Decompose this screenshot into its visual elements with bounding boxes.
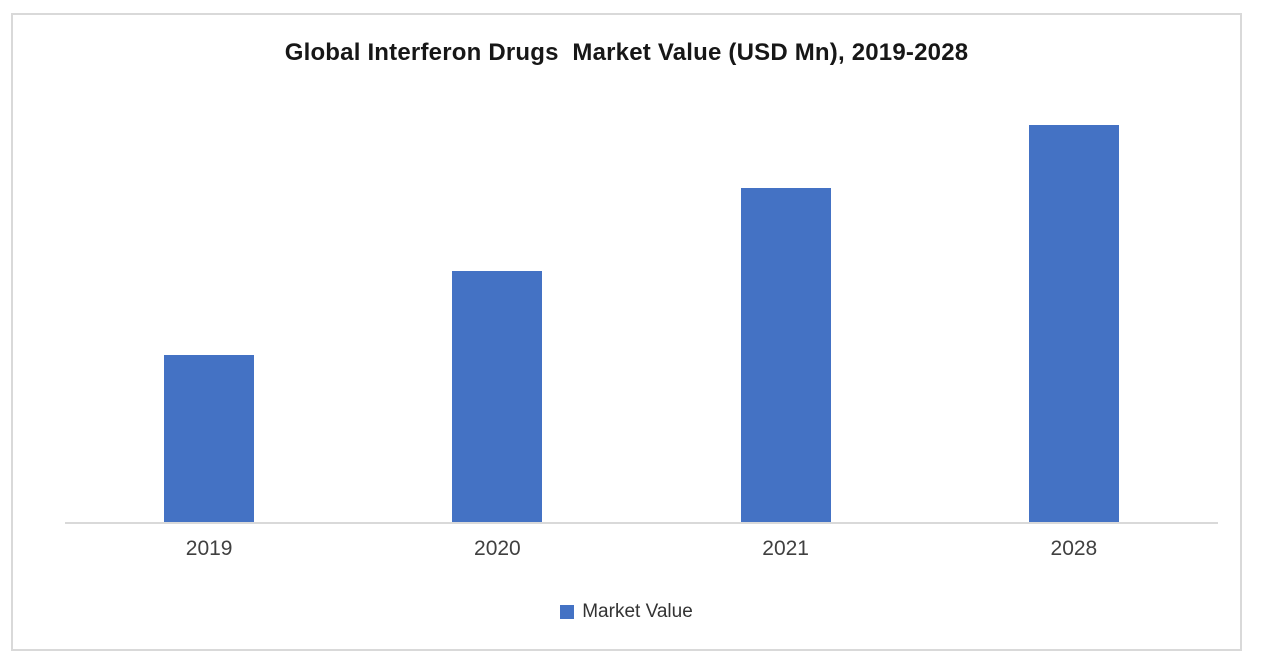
x-axis-labels: 2019 2020 2021 2028 (65, 537, 1218, 561)
legend-label: Market Value (582, 601, 693, 622)
x-tick-label-2028: 2028 (1050, 537, 1098, 560)
x-tick-label-2019: 2019 (185, 537, 233, 560)
chart-title: Global Interferon Drugs Market Value (US… (284, 39, 969, 66)
plot-area (65, 82, 1218, 524)
legend-marker-icon (560, 605, 575, 619)
x-tick-label-2021: 2021 (762, 537, 809, 560)
bar-slot (65, 82, 353, 522)
bar-2028 (1028, 125, 1119, 522)
bar-slot (353, 82, 641, 522)
chart-frame: Global Interferon Drugs Market Value (US… (11, 13, 1242, 651)
bar-slot (642, 82, 930, 522)
bar-slot (930, 82, 1218, 522)
x-tick-label-2020: 2020 (474, 537, 521, 560)
bar-2021 (740, 188, 831, 522)
bar-2019 (164, 355, 255, 522)
legend: Market Value (13, 601, 1240, 623)
bar-2020 (452, 271, 543, 522)
